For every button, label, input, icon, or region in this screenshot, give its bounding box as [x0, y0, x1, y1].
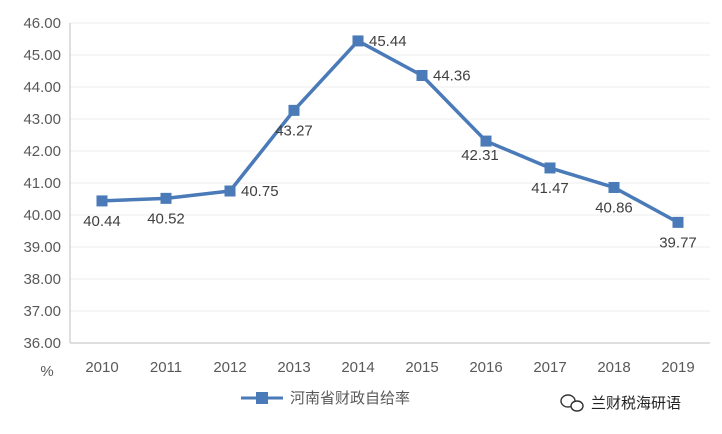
data-label: 45.44	[369, 33, 407, 50]
x-tick-label: 2013	[277, 359, 310, 376]
data-point	[352, 35, 364, 47]
wechat-icon	[560, 394, 584, 412]
x-tick-label: 2015	[405, 359, 438, 376]
data-labels: 40.44 40.52 40.75 43.27 45.44 44.36 42.31 41.47…	[83, 33, 697, 251]
data-label: 44.36	[433, 67, 471, 84]
x-tick-label: 2017	[533, 359, 566, 376]
data-label: 40.44	[83, 213, 121, 230]
y-tick-label: 36.00	[23, 335, 61, 352]
legend: 河南省财政自给率	[241, 389, 410, 407]
series-line	[96, 35, 684, 228]
y-tick-label: 43.00	[23, 111, 61, 128]
series-path	[101, 39, 679, 224]
data-label: 39.77	[659, 234, 697, 251]
legend-marker	[256, 392, 268, 404]
data-point	[608, 181, 620, 193]
data-point	[96, 195, 108, 207]
axes	[69, 23, 710, 344]
x-tick-labels: 2010 2011 2012 2013 2014 2015 2016 2017 2018 2019	[85, 359, 694, 376]
x-tick-label: 2018	[597, 359, 630, 376]
x-tick-label: 2019	[661, 359, 694, 376]
data-label: 40.86	[595, 199, 633, 216]
x-tick-label: 2014	[341, 359, 374, 376]
watermark-text: 兰财税海研语	[591, 394, 681, 412]
y-tick-label: 38.00	[23, 271, 61, 288]
data-label: 41.47	[531, 180, 569, 197]
watermark: 兰财税海研语	[560, 394, 681, 412]
data-label: 40.75	[241, 183, 279, 200]
grid-lines	[70, 22, 710, 312]
data-point	[160, 192, 172, 204]
data-point	[544, 162, 556, 174]
data-point	[224, 185, 236, 197]
data-point	[288, 104, 300, 116]
data-point	[416, 69, 428, 81]
y-tick-label: 41.00	[23, 175, 61, 192]
y-tick-label: 37.00	[23, 303, 61, 320]
y-tick-label: 44.00	[23, 79, 61, 96]
x-tick-label: 2012	[213, 359, 246, 376]
y-tick-label: 40.00	[23, 207, 61, 224]
data-label: 42.31	[461, 147, 499, 164]
x-tick-label: 2016	[469, 359, 502, 376]
x-tick-label: 2011	[150, 359, 182, 376]
y-tick-label: 45.00	[23, 47, 61, 64]
data-label: 43.27	[275, 122, 313, 139]
y-tick-label: 39.00	[23, 239, 61, 256]
y-unit-label: %	[40, 363, 53, 380]
y-tick-labels: 36.00 37.00 38.00 39.00 40.00 41.00 42.00 43.00…	[23, 15, 61, 352]
data-label: 40.52	[147, 210, 185, 227]
legend-label: 河南省财政自给率	[290, 389, 410, 407]
y-tick-label: 46.00	[23, 15, 61, 32]
y-tick-label: 42.00	[23, 143, 61, 160]
x-tick-label: 2010	[85, 359, 118, 376]
data-point	[672, 216, 684, 228]
data-point	[480, 135, 492, 147]
